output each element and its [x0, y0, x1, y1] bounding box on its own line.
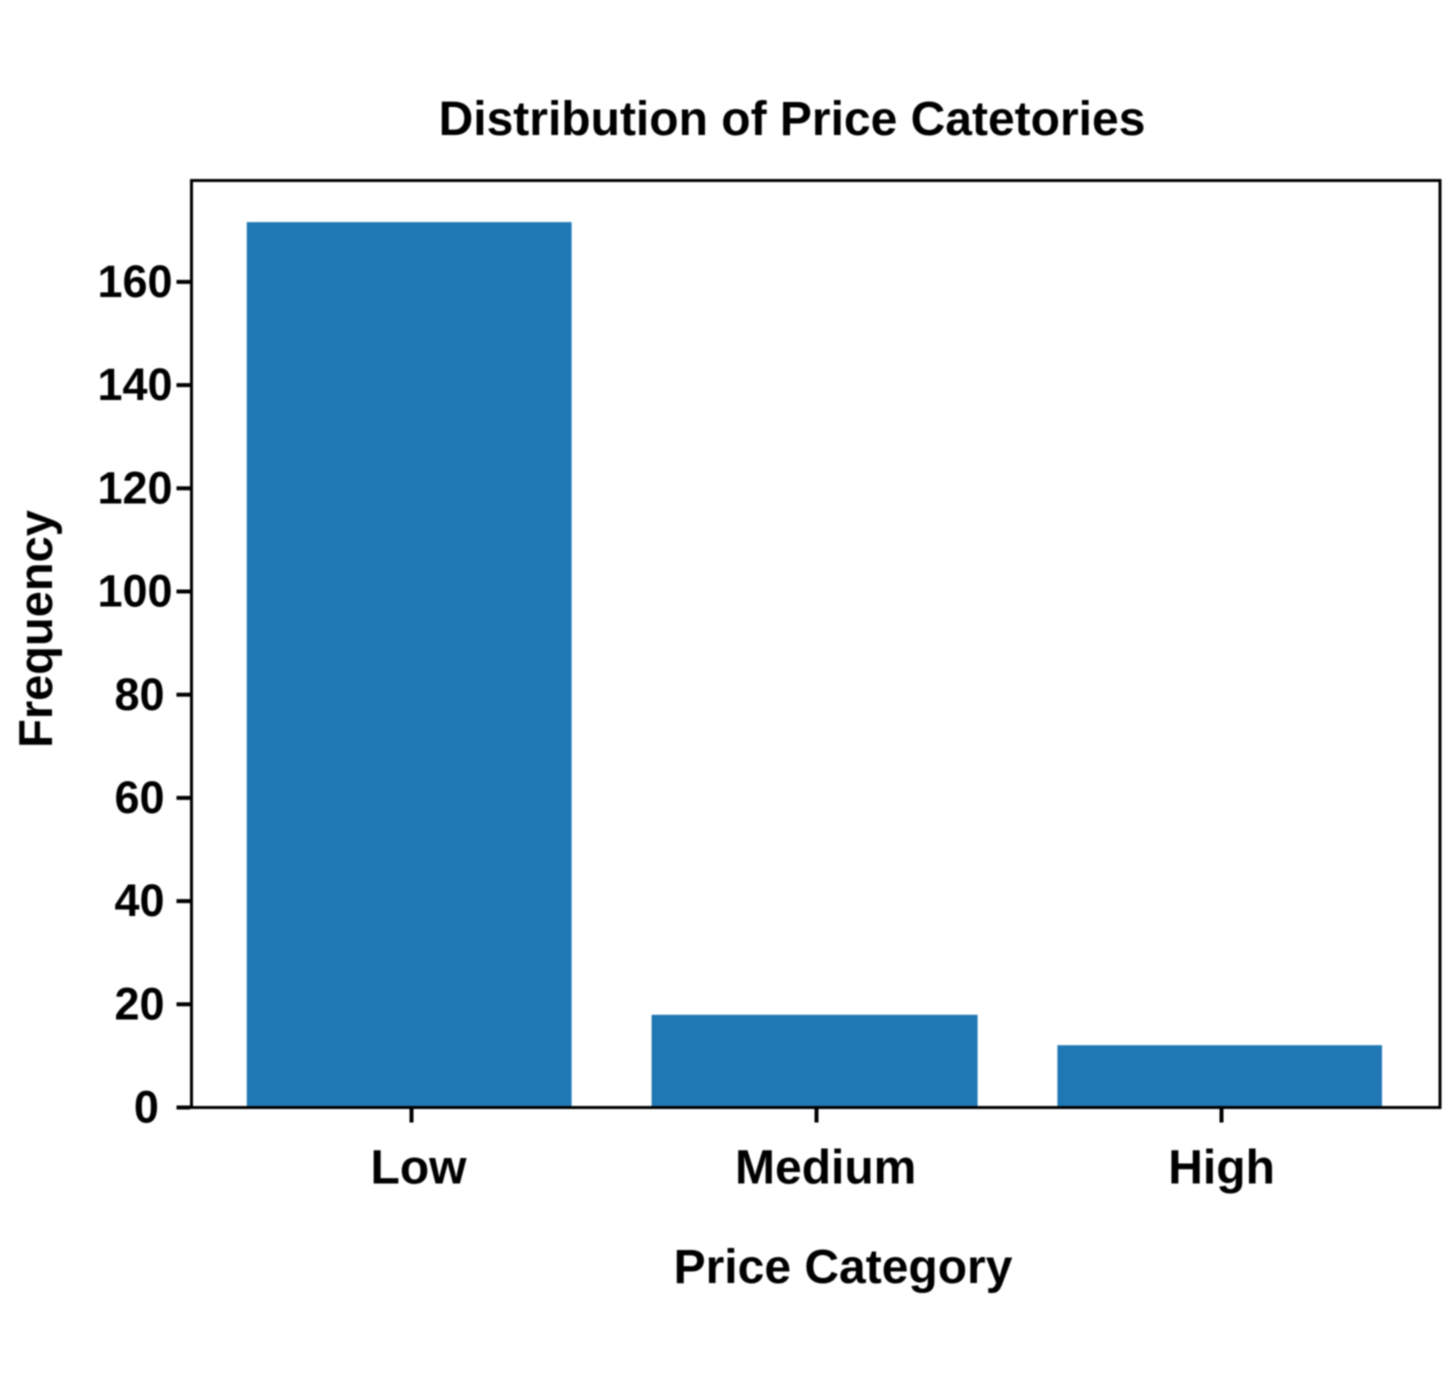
svg-text:60: 60 [114, 772, 164, 823]
svg-text:Medium: Medium [735, 1141, 916, 1194]
svg-text:Frequency: Frequency [9, 510, 62, 748]
svg-text:160: 160 [97, 256, 172, 307]
svg-text:80: 80 [114, 669, 164, 720]
svg-text:Distribution of Price Catetori: Distribution of Price Catetories [439, 93, 1146, 146]
svg-text:20: 20 [114, 978, 164, 1029]
svg-text:40: 40 [114, 875, 164, 926]
svg-text:140: 140 [97, 359, 172, 410]
svg-text:120: 120 [97, 462, 172, 513]
svg-text:High: High [1168, 1141, 1275, 1194]
svg-text:Price Category: Price Category [674, 1241, 1013, 1294]
svg-text:0: 0 [134, 1082, 159, 1133]
svg-text:Low: Low [371, 1141, 468, 1194]
svg-text:100: 100 [97, 566, 172, 617]
